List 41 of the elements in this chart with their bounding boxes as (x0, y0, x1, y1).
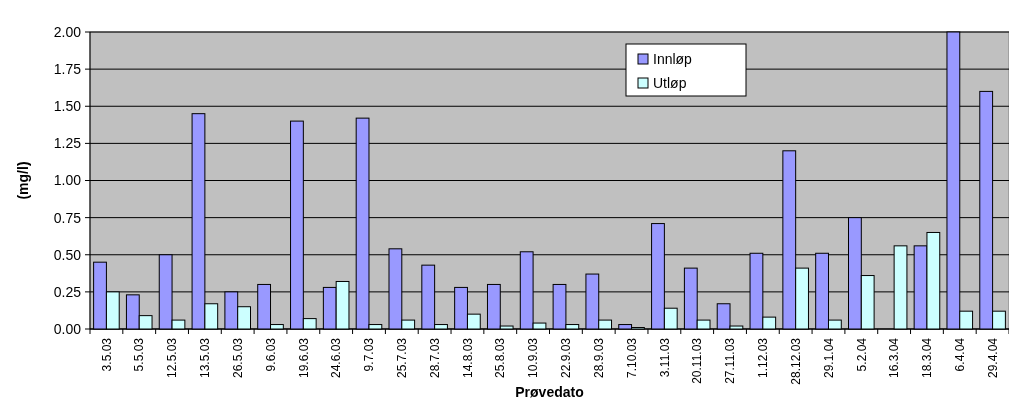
x-tick-label: 29.1.04 (821, 337, 836, 379)
y-tick-label: 1.25 (53, 135, 82, 152)
y-tick-label: 2.00 (53, 23, 82, 40)
x-tick-label: 25.7.03 (395, 337, 409, 379)
legend-label: Utløp (653, 74, 687, 91)
x-tick-label: 24.6.03 (329, 337, 344, 379)
x-tick-label: 20.11.03 (690, 337, 705, 384)
x-tick-label: 5.5.03 (132, 337, 147, 372)
x-tick-label: 28.9.03 (591, 337, 606, 379)
x-tick-label: 16.3.04 (887, 337, 902, 379)
x-tick-label: 13.5.03 (198, 337, 213, 379)
x-tick-label: 28.12.03 (788, 337, 803, 385)
y-tick-label: 0.25 (53, 283, 82, 300)
x-axis-title: Prøvedato (515, 384, 584, 400)
x-tick-label: 19.6.03 (296, 337, 311, 379)
x-tick-label: 3.11.03 (657, 337, 672, 378)
x-tick-label: 14.8.03 (460, 337, 475, 379)
x-tick-label: 3.5.03 (99, 337, 114, 372)
x-tick-label: 29.4.04 (985, 337, 1000, 379)
y-tick-label: 1.00 (53, 172, 82, 189)
x-tick-label: 6.4.04 (952, 337, 967, 372)
y-tick-label: 0.00 (53, 320, 82, 337)
x-tick-label: 27.11.03 (723, 337, 738, 384)
x-tick-label: 9.6.03 (263, 337, 278, 372)
x-tick-label: 18.3.04 (920, 337, 935, 379)
x-tick-label: 7.10.03 (624, 337, 639, 379)
x-tick-label: 5.2.04 (854, 337, 869, 372)
x-tick-label: 28.7.03 (427, 337, 442, 379)
x-tick-label: 26.5.03 (230, 337, 245, 379)
y-tick-label: 1.75 (53, 61, 82, 78)
x-tick-label: 12.5.03 (165, 337, 180, 379)
x-tick-label: 22.9.03 (559, 337, 574, 379)
x-tick-label: 25.8.03 (493, 337, 508, 379)
y-axis-title: (mg/l) (15, 161, 31, 200)
x-tick-label: 9.7.03 (362, 337, 377, 372)
x-tick-label: 1.12.03 (756, 337, 771, 379)
y-tick-label: 0.75 (53, 209, 82, 226)
y-tick-label: 1.50 (53, 98, 82, 115)
x-tick-label: 10.9.03 (526, 337, 541, 379)
legend-label: Innløp (653, 50, 693, 67)
y-tick-label: 0.50 (53, 246, 82, 263)
